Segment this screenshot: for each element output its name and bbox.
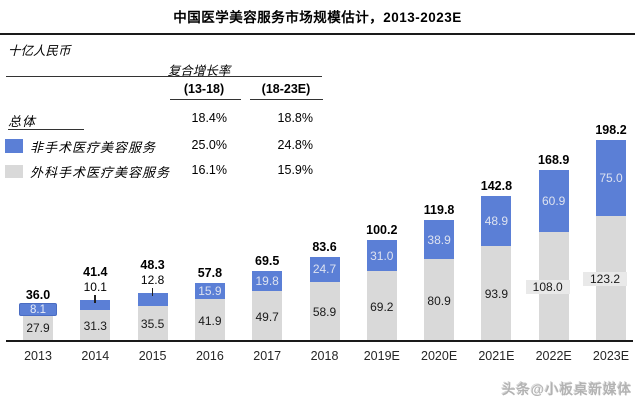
surgical-label-2013: 27.9 — [26, 320, 50, 335]
surgical-label-2020E: 80.9 — [427, 293, 451, 308]
bar-segment-surgical-2014 — [80, 310, 111, 342]
total-underline — [8, 129, 84, 130]
bar-segment-nonsurgical-2022E — [538, 169, 569, 232]
page-title: 中国医学美容服务市场规模估计，2013-2023E — [173, 10, 462, 25]
nonsurgical-label-2013: 8.1 — [19, 303, 57, 317]
total-label-2022E: 168.9 — [538, 152, 570, 167]
surgical-label-2019E: 69.2 — [370, 299, 394, 314]
x-axis-label-2020E: 2020E — [421, 349, 458, 363]
x-axis-line — [6, 340, 633, 342]
legend-item-total: 总体 — [8, 115, 37, 130]
x-axis-label-2023E: 2023E — [592, 349, 630, 363]
bar-segment-nonsurgical-2021E — [481, 196, 512, 247]
bar-segment-surgical-2019E — [366, 271, 397, 342]
x-axis-label-2013: 2013 — [24, 349, 52, 363]
cagr-surgical-18-23e: 15.9% — [277, 163, 313, 177]
cagr-surgical-13-18: 16.1% — [191, 163, 227, 177]
bar-segment-nonsurgical-2020E — [424, 219, 455, 260]
legend-swatch-gray — [5, 165, 23, 178]
total-label-2020E: 119.8 — [423, 202, 455, 217]
x-axis-label-2022E: 2022E — [535, 349, 572, 363]
bar-segment-surgical-2021E — [481, 246, 512, 342]
bar-segment-nonsurgical-2019E — [366, 239, 397, 272]
bar-segment-surgical-2020E — [424, 259, 455, 342]
legend-item-surgical: 外科手术医疗美容服务 — [30, 166, 171, 181]
nonsurgical-label-2020E: 38.9 — [427, 232, 451, 247]
cagr-col1-underline — [170, 99, 241, 100]
x-axis-label-2021E: 2021E — [478, 349, 515, 363]
bar-segment-nonsurgical-2018 — [309, 256, 340, 282]
bar-segment-surgical-2017 — [252, 291, 283, 342]
total-label-2016: 57.8 — [197, 266, 223, 281]
surgical-label-2021E: 93.9 — [484, 287, 509, 302]
nonsurgical-label-2021E: 48.9 — [484, 214, 509, 229]
total-label-2018: 83.6 — [312, 239, 337, 254]
cagr-total-18-23e: 18.8% — [277, 111, 313, 125]
nonsurgical-label-2023E: 75.0 — [599, 171, 623, 186]
x-axis-label-2018: 2018 — [310, 349, 339, 363]
label-leader-line-2014 — [94, 294, 96, 303]
legend-item-non-surgical: 非手术医疗美容服务 — [30, 141, 157, 156]
total-label-2015: 48.3 — [140, 257, 165, 272]
x-axis-label-2019E: 2019E — [363, 349, 400, 363]
surgical-label-2014: 31.3 — [83, 319, 107, 334]
nonsurgical-label-2016: 15.9 — [198, 284, 222, 299]
bar-segment-surgical-2013 — [23, 313, 53, 342]
nonsurgical-label-2017: 19.8 — [255, 274, 279, 289]
bar-segment-nonsurgical-2017 — [252, 271, 283, 292]
nonsurgical-label-2022E: 60.9 — [542, 193, 566, 208]
cagr-col2-underline — [250, 99, 323, 100]
x-axis-label-2017: 2017 — [253, 349, 282, 363]
cagr-table-header: 复合增长率 — [167, 63, 231, 78]
legend-swatch-blue — [5, 139, 23, 153]
total-label-2021E: 142.8 — [480, 179, 513, 194]
surgical-label-2022E: 108.0 — [525, 279, 570, 294]
bar-segment-surgical-2016 — [194, 299, 225, 342]
nonsurgical-label-2015: 12.8 — [140, 272, 165, 287]
bar-segment-nonsurgical-2016 — [194, 283, 225, 300]
bar-segment-nonsurgical-2023E — [596, 139, 626, 217]
nonsurgical-label-2014: 10.1 — [83, 279, 107, 294]
cagr-total-13-18: 18.4% — [191, 111, 227, 125]
bar-segment-surgical-2015 — [137, 305, 168, 342]
bar-segment-nonsurgical-2015 — [137, 292, 168, 306]
total-label-2017: 69.5 — [255, 254, 280, 269]
watermark: 头条@小板桌新媒体 — [501, 382, 632, 397]
surgical-label-2017: 49.7 — [255, 309, 279, 324]
total-label-2014: 41.4 — [83, 264, 108, 279]
cagr-nonsurgical-13-18: 25.0% — [191, 138, 227, 152]
x-axis-label-2015: 2015 — [138, 349, 167, 363]
total-label-2013: 36.0 — [25, 288, 51, 303]
surgical-label-2016: 41.9 — [198, 313, 222, 328]
cagr-header-divider — [6, 76, 322, 77]
surgical-label-2015: 35.5 — [140, 316, 165, 331]
surgical-label-2018: 58.9 — [312, 304, 337, 319]
nonsurgical-label-2018: 24.7 — [312, 262, 337, 277]
x-axis-label-2016: 2016 — [195, 349, 224, 363]
bar-segment-surgical-2018 — [309, 281, 340, 342]
cagr-col2-header: (18-23E) — [261, 82, 311, 96]
bar-segment-nonsurgical-2014 — [80, 299, 111, 311]
total-label-2023E: 198.2 — [595, 122, 627, 137]
surgical-label-2023E: 123.2 — [583, 272, 627, 287]
cagr-col1-header: (13-18) — [183, 82, 225, 96]
unit-label: 十亿人民币 — [8, 43, 71, 58]
x-axis-label-2014: 2014 — [81, 349, 110, 363]
cagr-nonsurgical-18-23e: 24.8% — [277, 138, 313, 152]
nonsurgical-label-2019E: 31.0 — [370, 248, 394, 263]
total-label-2019E: 100.2 — [366, 222, 398, 237]
label-leader-line-2015 — [151, 287, 154, 296]
plot-area: 36.0 8.1 27.9 41.4 10.1 31.3 48.3 12.8 35.5 57.8 1… — [19, 122, 627, 342]
title-divider — [0, 33, 635, 35]
